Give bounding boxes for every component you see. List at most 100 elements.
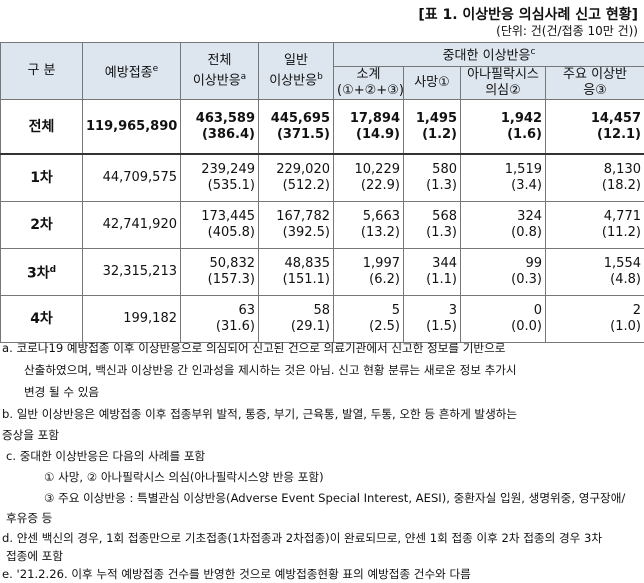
count: 50,832 [209, 255, 256, 271]
header-text: 전체 이상반응 [192, 52, 241, 89]
row-label: 4차 [0, 294, 83, 343]
count: 5,663 [362, 208, 400, 224]
cell: 1,554 (4.8) [545, 247, 644, 296]
row-label: 3차d [0, 247, 83, 296]
column-header: 일반 이상반응b [258, 42, 334, 100]
rate: (13.2) [360, 224, 400, 240]
cell: 324 (0.8) [460, 200, 546, 249]
rate: (1.0) [610, 318, 641, 334]
rate: (2.5) [369, 318, 400, 334]
count: 1,495 [415, 110, 457, 126]
cell: 463,589 (386.4) [180, 99, 259, 155]
rate: (405.8) [207, 224, 255, 240]
count: 1,554 [603, 255, 641, 271]
footnote-line: ① 사망, ② 아나필락시스 의심(아나필락시스양 반응 포함) [44, 470, 324, 484]
count: 344 [432, 255, 457, 271]
rate: (0.0) [511, 318, 542, 334]
cell: 48,835 (151.1) [258, 247, 334, 296]
count: 8,130 [603, 161, 641, 177]
rate: (1.1) [426, 271, 457, 287]
rate: (1.6) [507, 126, 542, 142]
cell: 8,130 (18.2) [545, 153, 644, 202]
rate: (18.2) [601, 177, 641, 193]
data-row: 2차 42,741,920 173,445 (405.8) 167,782 (392.5)… [0, 200, 644, 249]
subcolumn-header: 사망① [403, 66, 461, 100]
row-label-text: 1차 [30, 169, 53, 186]
cell: 580 (1.3) [403, 153, 461, 202]
rate: (1.5) [426, 318, 457, 334]
footnote-line: 산출하였으며, 백신과 이상반응 간 인과성을 제시하는 것은 아님. 신고 현… [24, 363, 517, 377]
rate: (4.8) [610, 271, 641, 287]
count: 173,445 [201, 208, 255, 224]
superscript: b [317, 71, 323, 82]
count: 17,894 [349, 110, 400, 126]
count: 48,835 [284, 255, 331, 271]
subcolumn-header: 주요 이상반 응③ [545, 66, 644, 100]
cell: 173,445 (405.8) [180, 200, 259, 249]
superscript: e [152, 63, 159, 74]
data-row: 4차 199,182 63 (31.6) 58 (29.1) 5 (2.5) 3 (1.5) 0 (0… [0, 294, 644, 343]
row-label: 전체 [0, 99, 83, 155]
rate: (1.2) [422, 126, 457, 142]
row-label-text: 2차 [30, 216, 53, 233]
footnote-line: 접종에 포함 [6, 549, 64, 563]
footnote-line: a. 코로나19 예방접종 이후 이상반응으로 의심되어 신고된 건으로 의료기… [2, 341, 506, 355]
count: 239,249 [201, 161, 255, 177]
count: 229,020 [276, 161, 330, 177]
table-title: [표 1. 이상반응 의심사례 신고 현황] [418, 7, 638, 23]
row-label-text: 4차 [30, 310, 53, 327]
count: 445,695 [270, 110, 330, 126]
footnote-line: 후유증 등 [6, 511, 53, 525]
count: 2 [632, 302, 641, 318]
row-label: 2차 [0, 200, 83, 249]
row-label-text: 전체 [28, 118, 55, 135]
row-label: 1차 [0, 153, 83, 202]
cell: 5,663 (13.2) [333, 200, 404, 249]
count: 14,457 [590, 110, 641, 126]
rate: (3.4) [511, 177, 542, 193]
superscript: d [49, 264, 57, 275]
data-row: 3차d 32,315,213 50,832 (157.3) 48,835 (151.1) 1… [0, 247, 644, 296]
cell: 99 (0.3) [460, 247, 546, 296]
count: 1,519 [504, 161, 542, 177]
rate: (22.9) [360, 177, 400, 193]
rate: (31.6) [215, 318, 255, 334]
footnote-line: 증상을 포함 [2, 428, 60, 442]
rate: (12.1) [597, 126, 641, 142]
cell: 50,832 (157.3) [180, 247, 259, 296]
cell: 10,229 (22.9) [333, 153, 404, 202]
cell: 1,495 (1.2) [403, 99, 461, 155]
vaccinations: 44,709,575 [82, 153, 181, 202]
header-row: 구 분 예방접종e 전체 이상반응a 일반 이상반응b 중대한 이상반응c [0, 42, 644, 100]
rate: (386.4) [201, 126, 255, 142]
cell: 5 (2.5) [333, 294, 404, 343]
vaccinations: 32,315,213 [82, 247, 181, 296]
rate: (371.5) [276, 126, 330, 142]
footnote-line: ③ 주요 이상반응 : 특별관심 이상반응(Adverse Event Spec… [44, 491, 626, 505]
cell: 239,249 (535.1) [180, 153, 259, 202]
footnote-line: c. 중대한 이상반응은 다음의 사례를 포함 [6, 449, 206, 463]
cell: 1,997 (6.2) [333, 247, 404, 296]
count: 1,942 [500, 110, 542, 126]
rate: (512.2) [282, 177, 330, 193]
cell: 1,519 (3.4) [460, 153, 546, 202]
cell: 3 (1.5) [403, 294, 461, 343]
count: 99 [525, 255, 542, 271]
count: 4,771 [603, 208, 641, 224]
cell: 445,695 (371.5) [258, 99, 334, 155]
vaccinations: 119,965,890 [82, 99, 181, 155]
header-text: 중대한 이상반응 [442, 48, 531, 64]
subcolumn-header: 아나필락시스 의심② [460, 66, 546, 100]
rate: (392.5) [282, 224, 330, 240]
cell: 63 (31.6) [180, 294, 259, 343]
rate: (6.2) [369, 271, 400, 287]
count: 167,782 [276, 208, 330, 224]
count: 3 [448, 302, 457, 318]
data-row: 전체 119,965,890 463,589 (386.4) 445,695 (371.5… [0, 99, 644, 155]
footnote-line: e. '21.2.26. 이후 누적 예방접종 건수를 반영한 것으로 예방접종… [2, 567, 471, 581]
cell: 344 (1.1) [403, 247, 461, 296]
vaccinations: 42,741,920 [82, 200, 181, 249]
rate: (11.2) [601, 224, 641, 240]
rate: (0.8) [511, 224, 542, 240]
